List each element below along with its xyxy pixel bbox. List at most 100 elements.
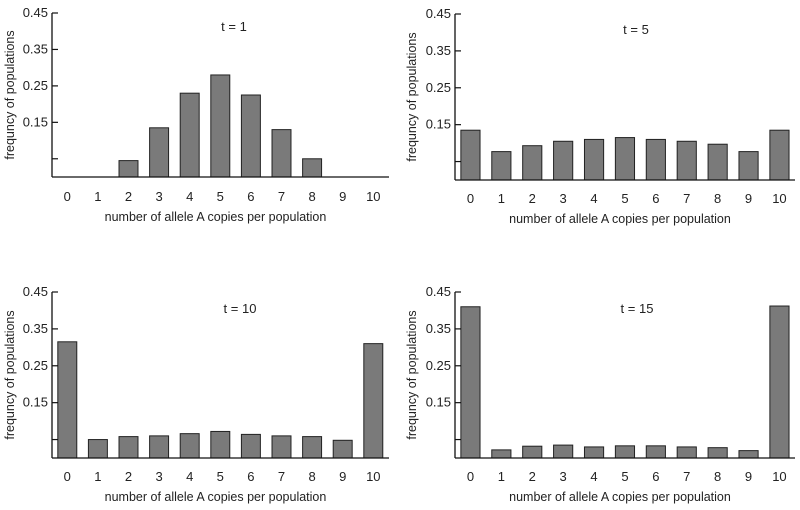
bar-3 [553, 444, 574, 459]
x-tick-label: 6 [247, 189, 254, 204]
x-tick-label: 2 [529, 191, 536, 206]
y-axis-title: frequncy of populations [405, 32, 419, 161]
x-tick-label: 0 [467, 469, 474, 484]
chart-panel-2: 0.15 0.25 0.35 0.45 0 1 2 3 4 5 6 7 8 9 10 t = 5 number … [405, 6, 795, 226]
y-tick-label: 0.25 [426, 80, 451, 95]
y-tick-label: 0.45 [426, 6, 451, 21]
x-tick-label: 5 [621, 191, 628, 206]
x-tick-label: 4 [186, 189, 193, 204]
x-tick-label: 8 [714, 191, 721, 206]
x-axis-title: number of allele A copies per population [509, 490, 731, 504]
x-tick-label: 8 [714, 469, 721, 484]
bar-7 [676, 140, 697, 181]
x-tick-label: 3 [155, 189, 162, 204]
bar-1 [491, 449, 512, 459]
bar-2 [118, 160, 139, 178]
bar-10 [769, 305, 790, 459]
bar-0 [460, 306, 481, 459]
y-tick-label: 0.35 [426, 321, 451, 336]
x-tick-label: 10 [772, 191, 786, 206]
y-tick-label: 0.25 [426, 358, 451, 373]
x-axis-title: number of allele A copies per population [105, 490, 327, 504]
x-tick-label: 6 [652, 191, 659, 206]
y-tick-label: 0.15 [23, 395, 48, 410]
x-tick-label: 7 [683, 469, 690, 484]
bar-1 [491, 151, 512, 181]
x-tick-label: 3 [155, 469, 162, 484]
x-tick-label: 5 [621, 469, 628, 484]
bar-4 [179, 433, 200, 459]
bar-5 [210, 430, 231, 459]
x-tick-label: 8 [308, 469, 315, 484]
y-tick-label: 0.35 [23, 41, 48, 56]
bar-8 [302, 436, 323, 459]
chart-panel-1: 0.15 0.25 0.35 0.45 0 1 2 3 4 5 6 7 8 9 10 t = 1 number … [3, 5, 389, 224]
y-axis-title: frequncy of populations [405, 310, 419, 439]
y-tick-label: 0.15 [426, 395, 451, 410]
x-tick-label: 0 [467, 191, 474, 206]
y-tick-label: 0.25 [23, 358, 48, 373]
x-tick-label: 1 [498, 469, 505, 484]
bar-10 [769, 129, 790, 181]
x-tick-label: 1 [94, 189, 101, 204]
x-tick-label: 7 [278, 189, 285, 204]
y-tick-label: 0.35 [426, 43, 451, 58]
bar-5 [210, 74, 231, 178]
x-tick-label: 4 [590, 469, 597, 484]
bar-1 [87, 439, 108, 459]
x-tick-label: 10 [772, 469, 786, 484]
bar-2 [118, 436, 139, 459]
panel-title: t = 1 [221, 19, 247, 34]
x-tick-label: 2 [125, 189, 132, 204]
x-axis-title: number of allele A copies per population [509, 212, 731, 226]
x-tick-label: 4 [590, 191, 597, 206]
bar-7 [271, 435, 292, 459]
bar-6 [240, 433, 261, 459]
y-tick-label: 0.45 [426, 284, 451, 299]
y-tick-label: 0.45 [23, 5, 48, 20]
x-tick-label: 3 [560, 191, 567, 206]
x-tick-label: 8 [308, 189, 315, 204]
bar-9 [332, 439, 353, 459]
bar-5 [614, 445, 636, 459]
x-tick-label: 0 [64, 189, 71, 204]
bar-7 [271, 129, 292, 178]
y-axis-title: frequncy of populations [3, 310, 17, 439]
x-axis-title: number of allele A copies per population [105, 210, 327, 224]
x-tick-label: 1 [498, 191, 505, 206]
x-tick-label: 2 [529, 469, 536, 484]
x-tick-label: 0 [64, 469, 71, 484]
bar-0 [57, 341, 78, 459]
bar-6 [645, 445, 666, 459]
x-tick-label: 9 [339, 189, 346, 204]
y-tick-label: 0.45 [23, 284, 48, 299]
y-tick-label: 0.15 [426, 117, 451, 132]
bar-9 [738, 450, 759, 459]
panel-title: t = 5 [623, 22, 649, 37]
bar-3 [149, 127, 170, 178]
x-tick-label: 4 [186, 469, 193, 484]
bar-7 [676, 446, 697, 459]
y-axis-title: frequncy of populations [3, 30, 17, 159]
x-tick-label: 9 [745, 469, 752, 484]
x-tick-label: 2 [125, 469, 132, 484]
x-tick-label: 3 [560, 469, 567, 484]
bar-8 [707, 447, 728, 459]
bar-4 [583, 446, 605, 459]
bar-3 [149, 435, 170, 459]
bar-10 [363, 343, 384, 459]
chart-panel-3: 0.15 0.25 0.35 0.45 0 1 2 3 4 5 6 7 8 9 10 t = 10 number… [3, 284, 389, 504]
bar-2 [522, 145, 543, 181]
y-tick-label: 0.35 [23, 321, 48, 336]
x-tick-label: 1 [94, 469, 101, 484]
x-tick-label: 6 [247, 469, 254, 484]
y-tick-label: 0.25 [23, 78, 48, 93]
bar-4 [583, 138, 605, 181]
bar-3 [553, 140, 574, 181]
x-tick-label: 5 [217, 189, 224, 204]
x-tick-label: 10 [366, 189, 380, 204]
bar-6 [240, 94, 261, 178]
bar-9 [738, 151, 759, 181]
x-tick-label: 6 [652, 469, 659, 484]
chart-panel-4: 0.15 0.25 0.35 0.45 0 1 2 3 4 5 6 7 8 9 10 t = 15 number… [405, 284, 795, 504]
